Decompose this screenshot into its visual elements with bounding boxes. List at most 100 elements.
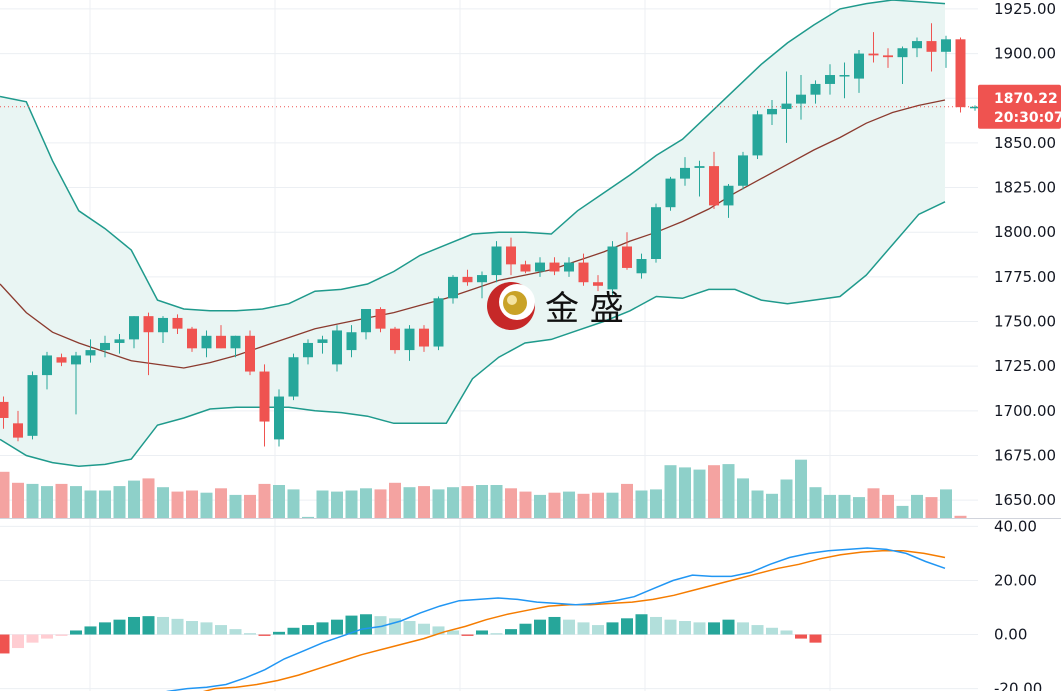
macd-histogram-bar — [99, 622, 111, 635]
macd-histogram-bar — [621, 618, 633, 635]
candle-body — [694, 166, 705, 168]
candle-body — [665, 178, 676, 208]
candle-body — [941, 39, 951, 52]
candle-body — [767, 108, 777, 115]
macd-histogram-bar — [679, 621, 691, 635]
volume-bar — [737, 478, 749, 518]
candle-body — [245, 335, 255, 372]
candle-body — [506, 246, 516, 265]
candle-body — [216, 335, 226, 349]
candle-body — [114, 339, 125, 343]
price-tick-label: 1775.00 — [994, 268, 1056, 286]
macd-histogram-bar — [664, 619, 677, 635]
volume-bar — [838, 494, 851, 518]
volume-bar — [84, 490, 97, 518]
candle-body — [404, 328, 415, 351]
macd-histogram-bar — [418, 623, 430, 635]
candle-body — [738, 155, 748, 186]
watermark: 金 盛 — [487, 282, 624, 330]
candle-body — [71, 355, 81, 365]
macd-histogram-bar — [650, 616, 662, 635]
candle-body — [491, 246, 502, 276]
candle-body — [593, 282, 603, 286]
candle-body — [172, 317, 183, 329]
candlestick-series — [0, 23, 980, 447]
volume-bar — [418, 486, 430, 518]
candle-body — [13, 423, 23, 438]
candle-body — [187, 328, 197, 349]
candle-body — [868, 53, 879, 56]
macd-histogram-bar — [563, 619, 575, 635]
countdown-timer: 20:30:07 — [994, 110, 1061, 126]
macd-tick-label: 40.00 — [994, 517, 1037, 535]
volume-bar — [490, 485, 503, 518]
volume-bar — [795, 459, 807, 518]
bollinger-basis-line — [0, 99, 946, 369]
candle-body — [622, 246, 632, 268]
candle-body — [477, 275, 487, 283]
volume-bar — [896, 505, 909, 518]
candle-body — [549, 262, 560, 272]
macd-histogram-bar — [461, 634, 474, 636]
macd-histogram-bar — [635, 614, 648, 635]
candle-body — [651, 207, 661, 259]
volume-bar — [374, 489, 387, 518]
volume-bar — [171, 491, 184, 518]
volume-bar — [476, 485, 488, 518]
candle-body — [56, 357, 67, 363]
candle-body — [854, 53, 864, 79]
volume-bar — [925, 497, 938, 518]
volume-bar — [432, 489, 445, 518]
volume-bar — [113, 486, 126, 518]
macd-histogram-bar — [186, 621, 198, 635]
macd-histogram-bar — [258, 634, 271, 636]
macd-tick-label: -20.00 — [994, 680, 1042, 691]
candle-body — [346, 332, 357, 351]
macd-histogram-bar — [157, 616, 169, 635]
macd-histogram-bar — [809, 634, 822, 643]
candle-body — [636, 259, 647, 274]
macd-tick-label: 20.00 — [994, 571, 1037, 589]
candle-body — [448, 276, 458, 299]
volume-bar — [853, 497, 865, 518]
macd-histogram-bar — [780, 630, 793, 635]
volume-bar — [70, 486, 82, 518]
price-tick-label: 1825.00 — [994, 179, 1056, 197]
macd-histogram-bar — [577, 622, 590, 635]
volume-bar — [215, 488, 227, 518]
macd-histogram-bar — [171, 618, 184, 635]
candle-body — [288, 357, 299, 397]
macd-histogram-bar — [360, 614, 372, 635]
macd-histogram-bar — [84, 626, 97, 635]
candle-body — [955, 39, 966, 108]
volume-bar — [592, 492, 604, 518]
candle-body — [926, 41, 937, 52]
volume-bar — [229, 494, 242, 518]
price-tick-label: 1925.00 — [994, 0, 1056, 18]
candle-body — [970, 106, 980, 109]
volume-bar — [41, 486, 53, 518]
candle-body — [839, 75, 850, 77]
macd-histogram-bar — [12, 634, 24, 649]
volume-bar — [128, 480, 140, 518]
volume-bar — [505, 488, 517, 518]
volume-bar — [606, 492, 619, 518]
volume-bar — [273, 485, 285, 518]
price-tick-label: 1800.00 — [994, 223, 1056, 241]
candle-body — [201, 335, 212, 349]
candle-body — [535, 262, 545, 272]
volume-bar — [345, 490, 358, 518]
price-tick-label: 1750.00 — [994, 313, 1056, 331]
volume-bar — [302, 516, 314, 518]
macd-histogram-bar — [766, 627, 778, 635]
candle-body — [796, 94, 806, 104]
candle-body — [680, 167, 690, 179]
price-tick-label: 1900.00 — [994, 45, 1056, 63]
candle-body — [158, 317, 168, 333]
candle-body — [578, 262, 589, 283]
macd-histogram-bar — [606, 622, 619, 635]
volume-bar — [0, 471, 10, 518]
volume-bar — [650, 489, 662, 518]
macd-histogram-bar — [708, 622, 720, 635]
